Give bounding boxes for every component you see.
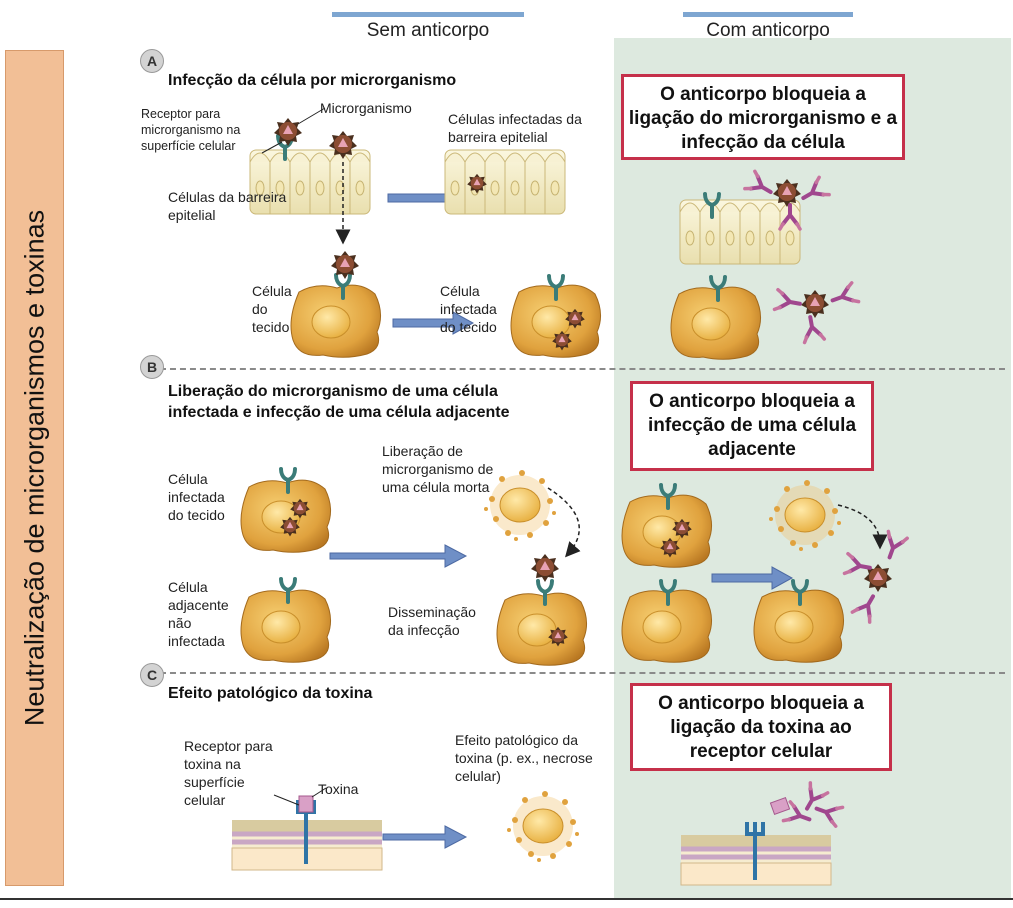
antibody [827, 280, 861, 312]
antibody [850, 589, 884, 625]
section-b-marker: B [140, 355, 164, 379]
adjacent-cell [240, 589, 332, 663]
toxin-effect-label: Efeito patológico da toxina (p. ex., nec… [455, 732, 593, 784]
tissue-cell-label: Célula do tecido [252, 283, 292, 335]
antibody [878, 529, 910, 563]
bottom-rule [0, 898, 1013, 900]
arrow-effect [382, 825, 468, 849]
adjacent-cell-label: Célula adjacente não infectada [168, 579, 229, 649]
receptor-label: Receptor para microrganismo na superfíci… [141, 107, 241, 153]
antibody [842, 551, 874, 580]
antibody [798, 313, 827, 345]
antibody [811, 797, 845, 829]
arrow-release [329, 544, 468, 568]
newly-infected-cell [496, 592, 588, 666]
infected-tissue-cell [240, 479, 332, 553]
column-header-without: Sem anticorpo [332, 12, 524, 50]
antibody [742, 169, 778, 203]
epithelial-label: Células da barreira epitelial [168, 189, 287, 223]
epithelial-barrier [679, 199, 801, 265]
microbe [801, 290, 829, 318]
necrotic-cell [506, 790, 580, 863]
arrow-release [711, 566, 793, 590]
sidebar-panel: Neutralização de microrganismos e toxina… [5, 50, 64, 886]
tissue-cell [670, 286, 762, 360]
antibody [796, 175, 832, 209]
microorganism-label: Microrganismo [320, 100, 412, 116]
microbe [531, 554, 559, 582]
dead-cell [768, 479, 842, 552]
antibody [772, 287, 804, 316]
section-a-title: Infecção da célula por microrganismo [168, 72, 457, 89]
section-divider-ab [150, 368, 1005, 370]
section-a-marker: A [140, 49, 164, 73]
section-c-marker: C [140, 663, 164, 687]
antibody-box-c: O anticorpo bloqueia a ligação da toxina… [630, 683, 892, 771]
release-label: Liberação de microrganismo de uma célula… [382, 443, 494, 495]
tissue-cell [290, 284, 382, 358]
toxin-label: Toxina [318, 781, 359, 797]
infected-epithelium [444, 149, 566, 215]
spread-label: Disseminação da infecção [388, 604, 476, 638]
infected-cell-label: Célula infectada do tecido [168, 471, 225, 523]
toxin [298, 795, 314, 813]
column-header-with: Com anticorpo [683, 12, 853, 50]
infected-barrier-label: Células infectadas da barreira epitelial [448, 111, 582, 145]
toxin-receptor-label: Receptor para toxina na superfície celul… [184, 738, 273, 808]
antibody-box-a: O anticorpo bloqueia a ligação do micror… [621, 74, 905, 160]
toxin [769, 796, 791, 816]
section-b-title: Liberação do microrganismo de uma célula… [168, 383, 510, 421]
infected-tissue-label: Célula infectada do tecido [440, 283, 497, 335]
section-divider-bc [150, 672, 1005, 674]
section-c-title: Efeito patológico da toxina [168, 685, 373, 702]
antibody-box-b: O anticorpo bloqueia a infecção de uma c… [630, 381, 874, 471]
